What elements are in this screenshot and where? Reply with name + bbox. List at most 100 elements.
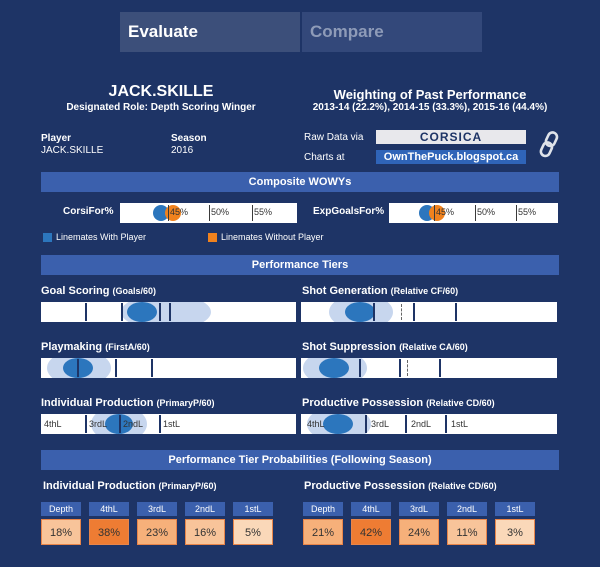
individual-production-tier-line xyxy=(119,415,121,433)
expgoals-tick-55 xyxy=(516,205,517,221)
season-label: Season xyxy=(171,133,207,144)
shot-generation-bar xyxy=(301,302,557,322)
prob-col-header: 2ndL xyxy=(185,502,225,516)
corsica-logo[interactable]: CORSICA xyxy=(376,130,526,144)
prob-value-cell: 3% xyxy=(495,519,535,545)
prob-col-header: 1stL xyxy=(233,502,273,516)
prob-value-cell: 23% xyxy=(137,519,177,545)
productive-possession-marker xyxy=(323,414,353,434)
shot-suppression-tier-line xyxy=(399,359,401,377)
corsi-label: CorsiFor% xyxy=(63,206,114,217)
prob-value-cell: 21% xyxy=(303,519,343,545)
corsi-tick-label-55: 55% xyxy=(254,207,273,217)
ownthepuck-link[interactable]: OwnThePuck.blogspot.ca xyxy=(376,150,526,164)
prob-col-header: 4thL xyxy=(351,502,391,516)
expgoals-tick-45 xyxy=(434,205,435,221)
individual-production-tier-label: 4thL xyxy=(44,419,62,429)
playmaking-bar xyxy=(41,358,296,378)
weighting-detail: 2013-14 (22.2%), 2014-15 (33.3%), 2015-1… xyxy=(312,102,548,113)
shot-generation-tier-line xyxy=(413,303,415,321)
goal-scoring-tier-line xyxy=(85,303,87,321)
prob-col-header: Depth xyxy=(303,502,343,516)
prob-possession-title: Productive Possession (Relative CD/60) xyxy=(304,480,497,492)
weighting-title: Weighting of Past Performance xyxy=(333,87,527,102)
prob-value-cell: 42% xyxy=(351,519,391,545)
individual-production-tier-label: 3rdL xyxy=(89,419,108,429)
legend-with-label: Linemates With Player xyxy=(56,232,147,242)
individual-production-bar: 4thL 3rdL 2ndL 1stL xyxy=(41,414,296,434)
individual-production-tier-line xyxy=(85,415,87,433)
individual-production-tier-line xyxy=(159,415,161,433)
shot-generation-tier-line xyxy=(455,303,457,321)
corsi-tick-label-45: 45% xyxy=(170,207,189,217)
expgoals-tick-label-55: 55% xyxy=(518,207,537,217)
tab-compare[interactable]: Compare xyxy=(302,12,482,52)
prob-value-cell: 11% xyxy=(447,519,487,545)
corsi-tick-45 xyxy=(168,205,169,221)
prob-col-header: 4thL xyxy=(89,502,129,516)
playmaking-title: Playmaking (FirstA/60) xyxy=(41,341,150,353)
playmaking-tier-line xyxy=(151,359,153,377)
prob-col-header: 3rdL xyxy=(399,502,439,516)
productive-possession-title: Productive Possession (Relative CD/60) xyxy=(302,397,495,409)
shot-suppression-title: Shot Suppression (Relative CA/60) xyxy=(302,341,468,353)
prob-col-header: 1stL xyxy=(495,502,535,516)
prob-individual-title: Individual Production (PrimaryP/60) xyxy=(43,480,217,492)
prob-col-header: 2ndL xyxy=(447,502,487,516)
shot-suppression-marker xyxy=(319,358,349,378)
shot-generation-marker xyxy=(345,302,375,322)
expgoals-bar: 45% 50% 55% xyxy=(389,203,558,223)
shot-generation-tier-line xyxy=(373,303,375,321)
corsi-bar: 45% 50% 55% xyxy=(120,203,297,223)
goal-scoring-marker xyxy=(127,302,157,322)
player-name-title: JACK.SKILLE xyxy=(108,83,214,100)
player-value: JACK.SKILLE xyxy=(41,145,104,156)
shot-suppression-bar xyxy=(301,358,557,378)
productive-possession-tier-label: 4thL xyxy=(307,419,325,429)
productive-possession-tier-line xyxy=(365,415,367,433)
corsi-with-player-marker xyxy=(152,205,169,221)
expgoals-tick-label-50: 50% xyxy=(477,207,496,217)
individual-production-tier-label: 1stL xyxy=(163,419,181,429)
prob-value-cell: 24% xyxy=(399,519,439,545)
shot-suppression-average-line xyxy=(407,360,408,376)
goal-scoring-tier-line xyxy=(121,303,123,321)
productive-possession-bar: 4thL 3rdL 2ndL 1stL xyxy=(301,414,557,434)
expgoals-label: ExpGoalsFor% xyxy=(313,206,385,217)
corsi-tick-50 xyxy=(209,205,210,221)
productive-possession-tier-label: 1stL xyxy=(451,419,469,429)
charts-at-label: Charts at xyxy=(304,152,345,163)
corsi-tick-label-50: 50% xyxy=(211,207,230,217)
shot-generation-title: Shot Generation (Relative CF/60) xyxy=(302,285,459,297)
corsi-tick-55 xyxy=(252,205,253,221)
season-value: 2016 xyxy=(171,145,194,156)
goal-scoring-title: Goal Scoring (Goals/60) xyxy=(41,285,157,297)
goal-scoring-tier-line xyxy=(169,303,171,321)
legend-with-swatch xyxy=(43,233,52,242)
shot-suppression-tier-line xyxy=(359,359,361,377)
expgoals-tick-label-45: 45% xyxy=(436,207,455,217)
chain-link-icon[interactable] xyxy=(538,130,560,163)
prob-value-cell: 38% xyxy=(89,519,129,545)
prob-value-cell: 18% xyxy=(41,519,81,545)
productive-possession-tier-line xyxy=(445,415,447,433)
tier-probabilities-header: Performance Tier Probabilities (Followin… xyxy=(41,450,559,470)
shot-suppression-tier-line xyxy=(439,359,441,377)
tab-evaluate[interactable]: Evaluate xyxy=(120,12,300,52)
prob-col-header: 3rdL xyxy=(137,502,177,516)
performance-tiers-header: Performance Tiers xyxy=(41,255,559,275)
raw-data-label: Raw Data via xyxy=(304,132,364,143)
expgoals-tick-50 xyxy=(475,205,476,221)
legend-without-label: Linemates Without Player xyxy=(221,232,324,242)
composite-wowys-header: Composite WOWYs xyxy=(41,172,559,192)
goal-scoring-tier-line xyxy=(159,303,161,321)
player-role: Designated Role: Depth Scoring Winger xyxy=(66,102,256,113)
productive-possession-tier-label: 3rdL xyxy=(371,419,390,429)
productive-possession-tier-line xyxy=(405,415,407,433)
prob-value-cell: 5% xyxy=(233,519,273,545)
productive-possession-tier-label: 2ndL xyxy=(411,419,432,429)
individual-production-tier-label: 2ndL xyxy=(123,419,144,429)
shot-generation-average-line xyxy=(401,304,402,320)
individual-production-title: Individual Production (PrimaryP/60) xyxy=(41,397,215,409)
playmaking-tier-line xyxy=(77,359,79,377)
